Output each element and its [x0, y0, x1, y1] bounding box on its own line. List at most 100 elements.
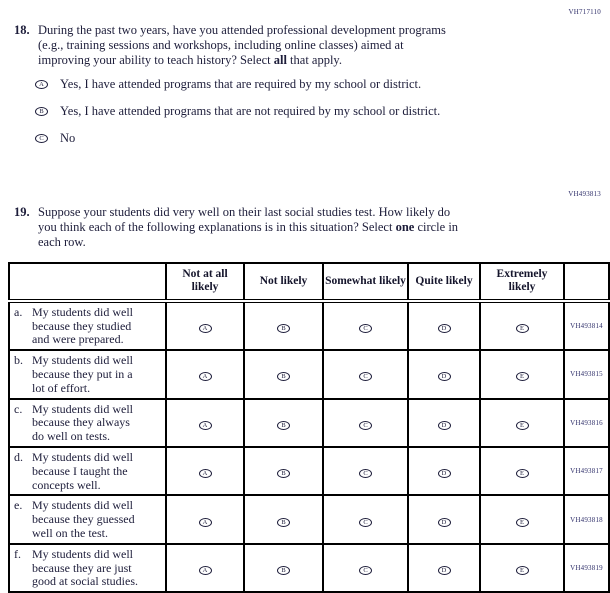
answer-cell-e2[interactable]: B	[243, 494, 324, 545]
answer-bubble-icon[interactable]: D	[437, 420, 451, 430]
answer-cell-f4[interactable]: D	[407, 542, 481, 593]
answer-bubble-icon[interactable]: B	[277, 420, 290, 430]
answer-cell-e5[interactable]: E	[479, 494, 565, 545]
answer-cell-c4[interactable]: D	[407, 397, 481, 448]
answer-cell-f5[interactable]: E	[479, 542, 565, 593]
answer-cell-a5[interactable]: E	[479, 299, 565, 352]
header-not-likely: Not likely	[243, 261, 324, 303]
answer-bubble-icon[interactable]: C	[359, 517, 372, 527]
header-not-at-all-likely: Not at all likely	[165, 261, 245, 303]
answer-cell-c2[interactable]: B	[243, 397, 324, 448]
answer-bubble-icon[interactable]: C	[359, 565, 372, 575]
answer-bubble-icon[interactable]: D	[437, 323, 451, 333]
table-row-a: a. My students did well because they stud…	[8, 299, 610, 352]
prompt-segment: improving your ability to teach history?…	[38, 52, 274, 67]
answer-cell-b2[interactable]: B	[243, 349, 324, 400]
answer-bubble-icon[interactable]: B	[277, 372, 290, 382]
item-code-row-b: VH493815	[563, 349, 610, 400]
answer-bubble-icon[interactable]: A	[198, 323, 212, 333]
answer-cell-f3[interactable]: C	[322, 542, 409, 593]
answer-cell-a3[interactable]: C	[322, 299, 409, 352]
answer-cell-b1[interactable]: A	[165, 349, 245, 400]
item-code-q18: VH717110	[568, 8, 601, 16]
question-18-number: 18.	[14, 23, 30, 37]
answer-bubble-icon[interactable]: C	[359, 420, 372, 430]
header-extremely-likely: Extremely likely	[479, 261, 565, 303]
answer-bubble-icon[interactable]: D	[437, 372, 451, 382]
answer-bubble-icon[interactable]: D	[437, 469, 451, 479]
question-19-prompt: Suppose your students did very well on t…	[38, 205, 458, 249]
table-row-b: b. My students did well because they put …	[8, 349, 610, 400]
answer-cell-b5[interactable]: E	[479, 349, 565, 400]
question-18-prompt: During the past two years, have you atte…	[38, 23, 446, 67]
answer-bubble-icon[interactable]: E	[515, 372, 529, 382]
item-code-row-a: VH493814	[563, 299, 610, 352]
row-letter: b.	[14, 353, 23, 368]
row-b-label: b. My students did well because they put …	[8, 349, 167, 400]
answer-cell-a4[interactable]: D	[407, 299, 481, 352]
answer-cell-f2[interactable]: B	[243, 542, 324, 593]
question-18-options: A Yes, I have attended programs that are…	[35, 77, 446, 145]
answer-bubble-icon[interactable]: E	[515, 420, 529, 430]
answer-cell-e4[interactable]: D	[407, 494, 481, 545]
option-a-label: Yes, I have attended programs that are r…	[60, 77, 422, 92]
row-text: My students did well because they studied…	[32, 304, 133, 347]
answer-bubble-icon[interactable]: B	[277, 517, 290, 527]
item-code-row-c: VH493816	[563, 397, 610, 448]
answer-cell-a2[interactable]: B	[243, 299, 324, 352]
prompt-line: (e.g., training sessions and workshops, …	[38, 37, 404, 52]
table-row-e: e. My students did well because they gues…	[8, 494, 610, 545]
answer-bubble-icon[interactable]: E	[515, 517, 529, 527]
question-19-number: 19.	[14, 205, 30, 220]
answer-bubble-icon[interactable]: E	[515, 565, 529, 575]
answer-bubble-c-icon[interactable]: C	[35, 133, 48, 143]
row-d-label: d. My students did well because I taught …	[8, 445, 167, 497]
answer-bubble-icon[interactable]: C	[359, 469, 372, 479]
option-b[interactable]: B Yes, I have attended programs that are…	[35, 104, 446, 118]
option-c[interactable]: C No	[35, 131, 446, 145]
answer-bubble-icon[interactable]: A	[198, 420, 212, 430]
answer-bubble-icon[interactable]: B	[277, 565, 290, 575]
answer-cell-d2[interactable]: B	[243, 445, 324, 497]
option-c-label: No	[60, 131, 76, 146]
answer-cell-f1[interactable]: A	[165, 542, 245, 593]
answer-bubble-icon[interactable]: C	[359, 323, 372, 333]
answer-bubble-icon[interactable]: B	[277, 323, 290, 333]
answer-bubble-a-icon[interactable]: A	[35, 79, 48, 89]
answer-cell-d1[interactable]: A	[165, 445, 245, 497]
option-a[interactable]: A Yes, I have attended programs that are…	[35, 77, 446, 91]
answer-cell-b4[interactable]: D	[407, 349, 481, 400]
row-text: My students did well because they always d…	[32, 401, 133, 444]
answer-bubble-b-icon[interactable]: B	[35, 106, 48, 116]
question-19: 19. Suppose your students did very well …	[14, 205, 584, 249]
answer-bubble-icon[interactable]: B	[277, 469, 290, 479]
row-letter: d.	[14, 449, 23, 464]
answer-cell-e1[interactable]: A	[165, 494, 245, 545]
answer-bubble-icon[interactable]: A	[198, 565, 212, 575]
answer-bubble-icon[interactable]: A	[198, 469, 212, 479]
answer-bubble-icon[interactable]: E	[515, 323, 529, 333]
row-text: My students did well because I taught the…	[32, 449, 133, 492]
row-e-label: e. My students did well because they gues…	[8, 494, 167, 545]
answer-bubble-icon[interactable]: A	[198, 517, 212, 527]
answer-bubble-icon[interactable]: D	[437, 565, 451, 575]
answer-cell-e3[interactable]: C	[322, 494, 409, 545]
answer-bubble-icon[interactable]: C	[359, 372, 372, 382]
answer-cell-a1[interactable]: A	[165, 299, 245, 352]
answer-bubble-icon[interactable]: A	[198, 372, 212, 382]
prompt-line: improving your ability to teach history?…	[38, 53, 446, 68]
item-code-q19: VH493813	[568, 190, 601, 199]
item-code-row-f: VH493819	[563, 542, 610, 593]
answer-cell-c3[interactable]: C	[322, 397, 409, 448]
answer-cell-d3[interactable]: C	[322, 445, 409, 497]
prompt-segment: that apply.	[286, 52, 342, 67]
answer-bubble-icon[interactable]: E	[515, 469, 529, 479]
answer-cell-c1[interactable]: A	[165, 397, 245, 448]
item-code-row-d: VH493817	[563, 445, 610, 497]
answer-cell-d5[interactable]: E	[479, 445, 565, 497]
header-quite-likely: Quite likely	[407, 261, 481, 303]
answer-cell-b3[interactable]: C	[322, 349, 409, 400]
answer-cell-d4[interactable]: D	[407, 445, 481, 497]
answer-bubble-icon[interactable]: D	[437, 517, 451, 527]
answer-cell-c5[interactable]: E	[479, 397, 565, 448]
